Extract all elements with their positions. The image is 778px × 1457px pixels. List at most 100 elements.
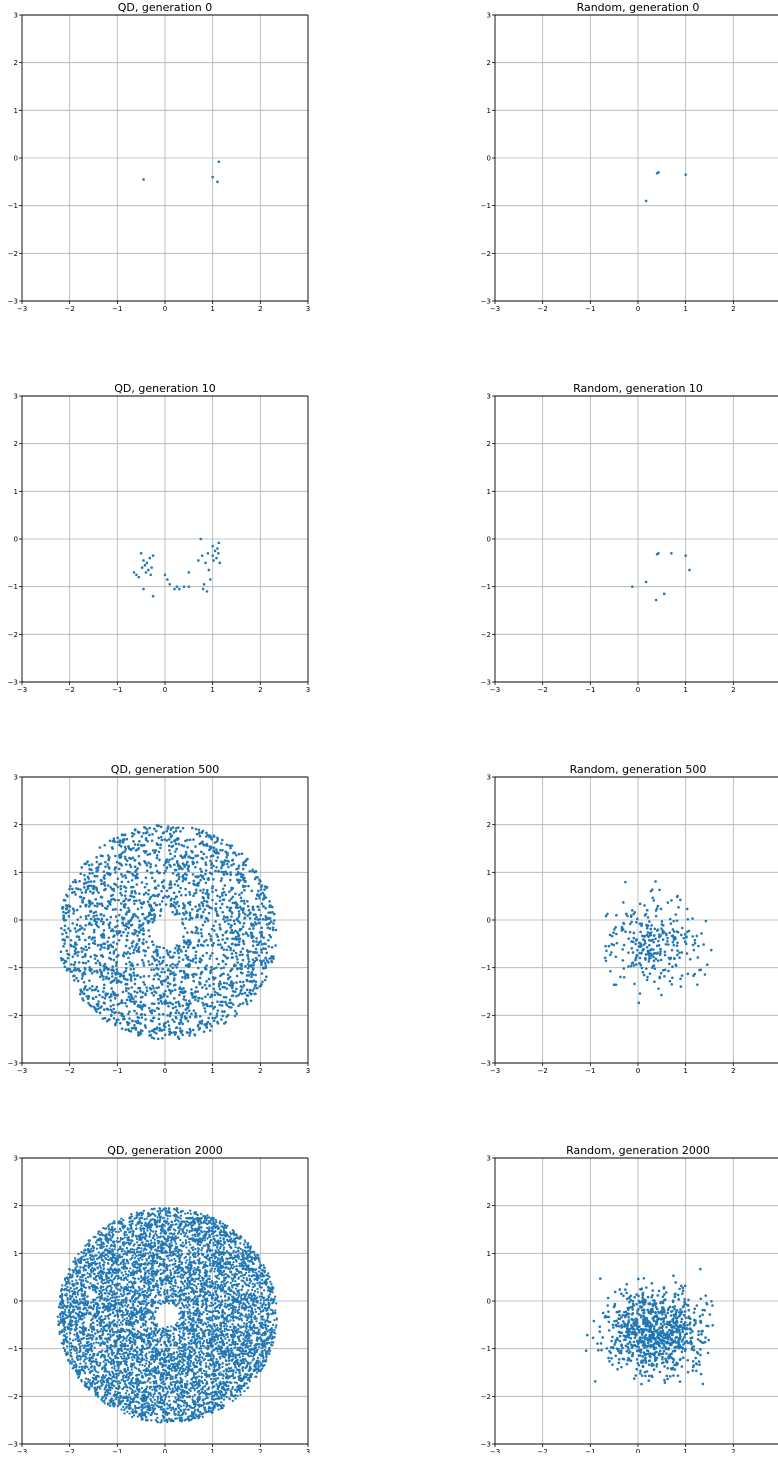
scatter-point [174, 984, 177, 987]
scatter-point [207, 897, 210, 900]
scatter-point [211, 928, 214, 931]
scatter-point [224, 1021, 227, 1024]
scatter-point [208, 978, 211, 981]
scatter-point [238, 915, 241, 918]
scatter-point [124, 848, 127, 851]
scatter-point [81, 866, 84, 869]
scatter-point [91, 972, 94, 975]
scatter-point [169, 950, 172, 953]
scatter-point [253, 987, 256, 990]
scatter-point [240, 963, 243, 966]
scatter-point [68, 954, 71, 957]
scatter-point [181, 991, 184, 994]
scatter-point [630, 965, 633, 968]
scatter-point [248, 974, 251, 977]
scatter-point [118, 868, 121, 871]
scatter-point [226, 863, 229, 866]
scatter-point [72, 1269, 74, 1271]
scatter-point [121, 881, 124, 884]
scatter-point [96, 905, 99, 908]
scatter-point [653, 899, 656, 902]
scatter-point [101, 855, 104, 858]
scatter-point [110, 894, 113, 897]
scatter-point [94, 918, 97, 921]
scatter-point [161, 1349, 163, 1351]
scatter-point [241, 986, 244, 989]
scatter-point [87, 1381, 89, 1383]
scatter-point [164, 862, 167, 865]
scatter-point [215, 848, 218, 851]
scatter-point [673, 944, 676, 947]
scatter-point [114, 908, 117, 911]
scatter-point [125, 987, 128, 990]
scatter-point [700, 932, 703, 935]
scatter-point [117, 899, 120, 902]
scatter-point [257, 922, 260, 925]
scatter-point [223, 861, 226, 864]
scatter-point [83, 928, 86, 931]
scatter-point [209, 578, 212, 581]
scatter-point [192, 980, 195, 983]
scatter-point [164, 990, 167, 993]
scatter-point [99, 1012, 102, 1015]
scatter-point [252, 927, 255, 930]
scatter-point [131, 932, 134, 935]
scatter-point [116, 841, 119, 844]
scatter-point [155, 1307, 157, 1309]
scatter-point [187, 975, 190, 978]
scatter-point [650, 939, 653, 942]
scatter-point [137, 847, 140, 850]
scatter-point [248, 1313, 250, 1315]
scatter-point [676, 895, 679, 898]
scatter-point [660, 927, 663, 930]
scatter-point [671, 977, 674, 980]
scatter-point [211, 545, 214, 548]
scatter-point [124, 874, 127, 877]
scatter-point [92, 915, 95, 918]
scatter-point [236, 1368, 238, 1370]
scatter-point [257, 890, 260, 893]
scatter-point [120, 873, 123, 876]
scatter-point [641, 935, 644, 938]
scatter-point [85, 917, 88, 920]
scatter-point [192, 947, 195, 950]
scatter-point [189, 1030, 192, 1033]
scatter-point [119, 885, 122, 888]
scatter-point [97, 926, 100, 929]
scatter-point [174, 947, 177, 950]
scatter-point [198, 981, 201, 984]
scatter-point [162, 1013, 165, 1016]
scatter-point [178, 875, 181, 878]
scatter-point [209, 1023, 212, 1026]
scatter-point [270, 960, 273, 963]
scatter-point [188, 1249, 190, 1251]
scatter-point [167, 1020, 170, 1023]
scatter-point [205, 869, 208, 872]
scatter-point [188, 571, 191, 574]
scatter-point [244, 965, 247, 968]
scatter-point [72, 1339, 74, 1341]
scatter-point [134, 978, 137, 981]
scatter-point [187, 865, 190, 868]
scatter-point [235, 868, 238, 871]
scatter-point [210, 993, 213, 996]
scatter-point [85, 1277, 87, 1279]
scatter-point [178, 1037, 181, 1040]
scatter-point [252, 940, 255, 943]
scatter-point [95, 1010, 98, 1013]
scatter-point [201, 1019, 204, 1022]
y-tick-label: 0 [14, 917, 18, 925]
scatter-point [180, 1031, 183, 1034]
scatter-point [197, 1025, 200, 1028]
scatter-point [219, 899, 222, 902]
scatter-point [84, 962, 87, 965]
scatter-point [150, 1019, 153, 1022]
scatter-point [116, 925, 119, 928]
scatter-point [623, 922, 626, 925]
scatter-point [119, 892, 122, 895]
scatter-points [631, 552, 691, 601]
y-tick-label: 2 [14, 821, 18, 829]
grid [495, 777, 778, 1063]
x-tick-label: −1 [585, 305, 595, 313]
scatter-point [657, 171, 660, 174]
